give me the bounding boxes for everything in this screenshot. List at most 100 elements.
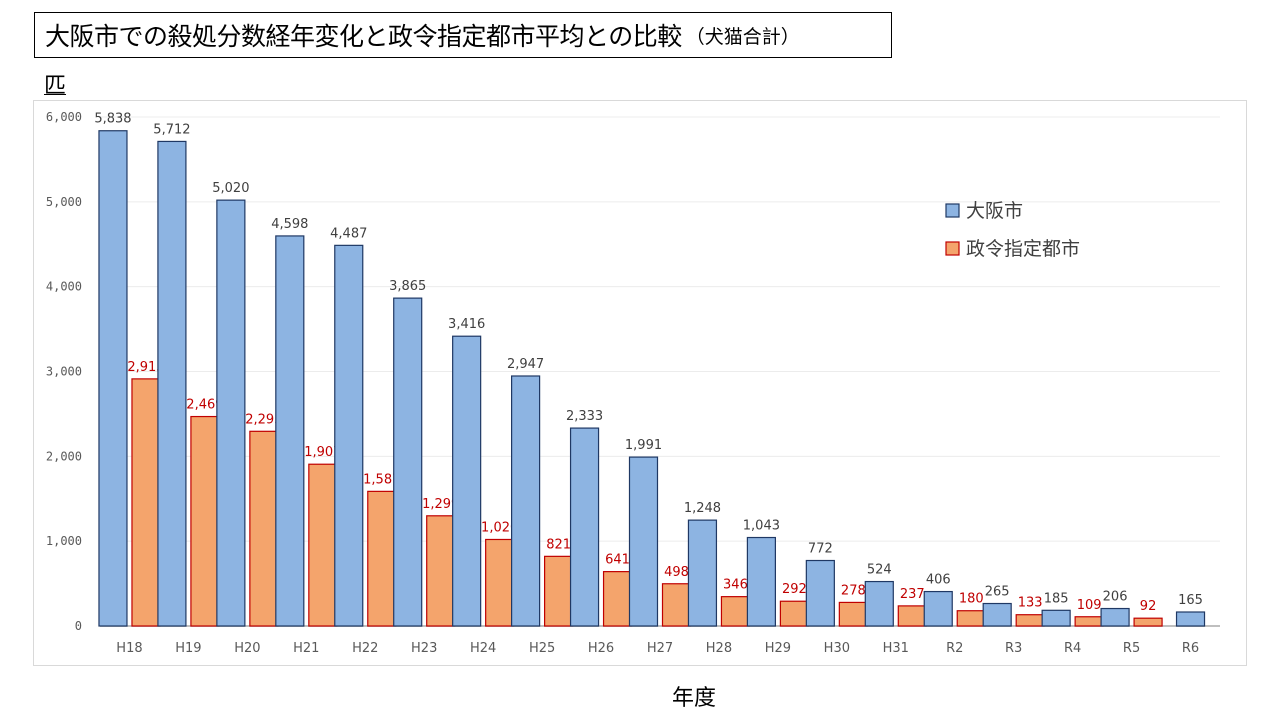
data-label-designated-cities: 641: [605, 553, 630, 568]
x-tick-label: H30: [824, 641, 850, 656]
x-tick-label: R6: [1182, 641, 1199, 656]
x-tick-label: R5: [1123, 641, 1140, 656]
y-tick-label: 3,000: [46, 365, 82, 379]
bar-designated-cities: [249, 430, 279, 627]
data-label-designated-cities: 133: [1018, 596, 1043, 611]
chart-area-frame: [33, 100, 1247, 666]
bar-designated-cities: [661, 583, 692, 627]
x-tick-label: H23: [411, 641, 437, 656]
x-tick-label: H28: [706, 641, 732, 656]
bar-designated-cities: [838, 601, 868, 627]
data-label-osaka: 5,020: [212, 181, 249, 196]
bar-designated-cities: [131, 378, 161, 627]
x-axis-title: 年度: [672, 686, 717, 711]
bar-osaka: [393, 297, 423, 627]
bar-osaka: [569, 427, 600, 627]
x-tick-label: H27: [647, 641, 673, 656]
data-label-osaka: 4,598: [271, 217, 308, 232]
data-label-designated-cities: 498: [664, 565, 689, 580]
bar-osaka: [923, 590, 953, 627]
x-tick-label: H25: [529, 641, 555, 656]
bar-osaka: [1175, 611, 1206, 627]
bar-osaka: [275, 235, 305, 627]
data-label-designated-cities: 292: [782, 582, 807, 597]
data-label-designated-cities: 346: [723, 578, 748, 593]
data-label-designated-cities: 2,295: [245, 412, 282, 427]
data-label-designated-cities: 180: [959, 592, 984, 607]
y-tick-label: 4,000: [46, 280, 82, 294]
chart-subtitle: （犬猫合計）: [685, 25, 800, 48]
bar-designated-cities: [485, 538, 515, 627]
data-label-designated-cities: 237: [900, 587, 925, 602]
data-label-osaka: 772: [808, 542, 833, 557]
x-tick-label: H19: [175, 641, 201, 656]
bar-osaka: [216, 199, 246, 627]
data-label-osaka: 1,991: [625, 438, 662, 453]
bar-osaka: [1041, 609, 1071, 627]
bar-designated-cities: [1074, 616, 1104, 627]
y-tick-label: 1,000: [46, 534, 82, 548]
chart-title-box: 大阪市での殺処分数経年変化と政令指定都市平均との比較 （犬猫合計）: [34, 12, 892, 58]
data-label-osaka: 5,712: [153, 122, 190, 137]
bar-osaka: [864, 580, 894, 627]
x-tick-label: R3: [1005, 641, 1022, 656]
bar-osaka: [982, 602, 1012, 627]
bar-designated-cities: [367, 490, 397, 627]
bar-osaka: [511, 375, 541, 627]
data-label-osaka: 1,248: [684, 501, 721, 516]
data-label-designated-cities: 1,299: [422, 497, 459, 512]
bar-designated-cities: [1133, 617, 1163, 627]
bar-osaka: [1100, 607, 1130, 627]
legend-label: 大阪市: [966, 200, 1023, 222]
x-tick-label: H29: [765, 641, 791, 656]
data-label-osaka: 3,416: [448, 317, 485, 332]
data-label-designated-cities: 109: [1077, 598, 1102, 613]
bar-designated-cities: [1015, 614, 1045, 627]
x-tick-label: H22: [352, 641, 378, 656]
data-label-osaka: 406: [926, 573, 951, 588]
bar-osaka: [157, 140, 187, 627]
y-tick-label: 6,000: [46, 110, 82, 124]
data-label-designated-cities: 92: [1140, 599, 1157, 614]
y-tick-label: 5,000: [46, 195, 82, 209]
legend-swatch: [945, 241, 960, 256]
bar-osaka: [452, 335, 482, 627]
data-label-designated-cities: 1,020: [481, 520, 518, 535]
data-label-designated-cities: 821: [546, 537, 571, 552]
y-tick-label: 2,000: [46, 449, 82, 463]
bar-designated-cities: [956, 610, 986, 627]
bar-osaka: [628, 456, 659, 627]
x-tick-label: H18: [116, 641, 142, 656]
bar-designated-cities: [720, 596, 751, 627]
data-label-osaka: 5,838: [94, 112, 131, 127]
legend-swatch: [945, 203, 960, 218]
bar-osaka: [805, 559, 835, 627]
bar-designated-cities: [602, 571, 633, 627]
data-label-designated-cities: 2,469: [186, 398, 223, 413]
x-tick-label: R4: [1064, 641, 1081, 656]
data-label-osaka: 265: [985, 585, 1010, 600]
data-label-osaka: 1,043: [743, 519, 780, 534]
bar-osaka: [98, 130, 128, 627]
chart-title: 大阪市での殺処分数経年変化と政令指定都市平均との比較: [45, 22, 682, 51]
data-label-osaka: 165: [1178, 593, 1203, 608]
data-label-osaka: 185: [1044, 591, 1069, 606]
data-label-designated-cities: 278: [841, 583, 866, 598]
data-label-osaka: 3,865: [389, 279, 426, 294]
bar-designated-cities: [544, 555, 574, 627]
data-label-osaka: 2,947: [507, 357, 544, 372]
x-tick-label: H24: [470, 641, 496, 656]
x-tick-label: H31: [883, 641, 909, 656]
data-label-designated-cities: 1,587: [363, 472, 400, 487]
legend-label: 政令指定都市: [966, 238, 1080, 260]
x-tick-label: H20: [234, 641, 260, 656]
data-label-designated-cities: 2,913: [127, 360, 164, 375]
data-label-osaka: 524: [867, 563, 892, 578]
y-axis-unit-label: 匹: [44, 74, 67, 99]
x-tick-label: R2: [946, 641, 963, 656]
y-tick-label: 0: [75, 619, 82, 633]
x-tick-label: H26: [588, 641, 614, 656]
bar-designated-cities: [190, 415, 220, 627]
bar-designated-cities: [308, 463, 338, 627]
